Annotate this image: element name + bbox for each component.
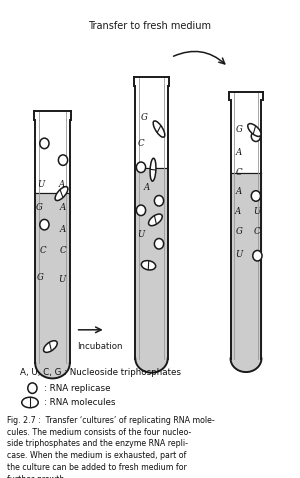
Ellipse shape — [44, 341, 57, 352]
Polygon shape — [232, 173, 260, 358]
Ellipse shape — [251, 191, 260, 201]
Text: A: A — [58, 180, 64, 188]
Polygon shape — [232, 358, 260, 372]
Ellipse shape — [55, 186, 68, 201]
Text: U: U — [37, 180, 44, 188]
Text: G: G — [236, 125, 242, 133]
Polygon shape — [136, 168, 167, 358]
Text: A: A — [60, 204, 66, 212]
Ellipse shape — [22, 397, 38, 408]
Ellipse shape — [253, 250, 262, 261]
Ellipse shape — [40, 219, 49, 230]
Text: A, U, C, G : Nucleoside triphosphates: A, U, C, G : Nucleoside triphosphates — [20, 369, 181, 377]
Polygon shape — [36, 363, 69, 379]
Text: U: U — [137, 230, 145, 239]
Ellipse shape — [150, 158, 156, 181]
Polygon shape — [136, 358, 167, 373]
Polygon shape — [36, 193, 69, 363]
Text: U: U — [236, 250, 243, 259]
Ellipse shape — [136, 205, 146, 216]
Polygon shape — [36, 120, 69, 193]
Polygon shape — [232, 100, 260, 173]
Text: A: A — [143, 183, 149, 192]
Text: C: C — [138, 139, 144, 148]
Text: A: A — [60, 225, 66, 234]
Text: C: C — [254, 228, 261, 236]
Ellipse shape — [141, 261, 156, 270]
Ellipse shape — [251, 131, 260, 141]
Text: : RNA replicase: : RNA replicase — [44, 384, 110, 392]
Text: A: A — [236, 148, 242, 156]
Ellipse shape — [28, 383, 37, 393]
Ellipse shape — [148, 214, 162, 226]
Text: : RNA molecules: : RNA molecules — [44, 398, 115, 407]
Ellipse shape — [154, 196, 164, 206]
Ellipse shape — [153, 121, 165, 137]
Ellipse shape — [154, 239, 164, 249]
Ellipse shape — [58, 155, 68, 165]
Text: A: A — [236, 187, 242, 196]
Text: G: G — [141, 113, 147, 121]
Polygon shape — [136, 86, 167, 168]
Text: Fig. 2.7 :  Transfer ‘cultures’ of replicating RNA mole-
cules. The medium consi: Fig. 2.7 : Transfer ‘cultures’ of replic… — [7, 416, 214, 478]
Text: Incubation: Incubation — [77, 342, 123, 351]
Text: A: A — [235, 207, 241, 216]
Text: C: C — [39, 247, 46, 255]
Text: U: U — [58, 275, 65, 284]
Text: G: G — [236, 228, 242, 236]
Text: Transfer to fresh medium: Transfer to fresh medium — [88, 22, 212, 31]
Text: C: C — [236, 168, 242, 176]
Text: U: U — [253, 207, 260, 216]
Ellipse shape — [136, 162, 146, 173]
Text: G: G — [36, 204, 43, 212]
Text: C: C — [60, 247, 66, 255]
Text: G: G — [37, 273, 44, 282]
Ellipse shape — [248, 124, 261, 136]
Ellipse shape — [40, 138, 49, 149]
